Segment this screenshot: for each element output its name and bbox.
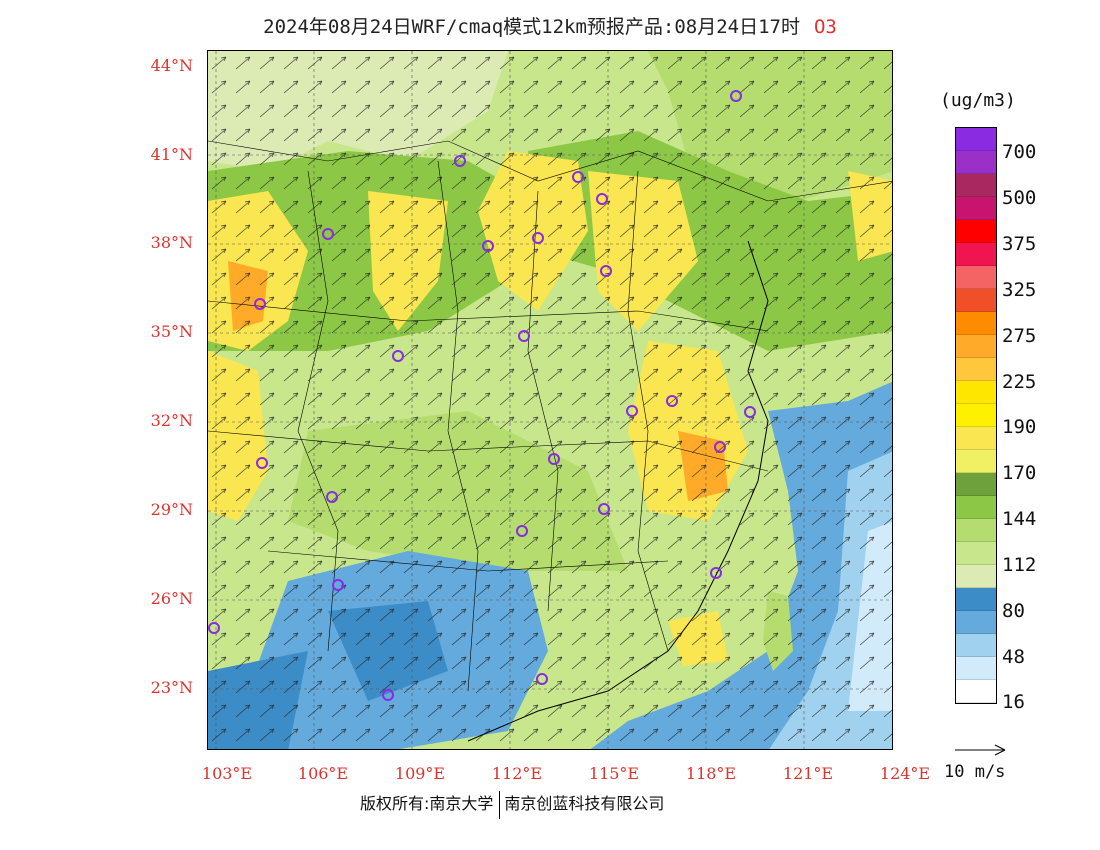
city-marker xyxy=(598,503,610,515)
lon-label-106: 106°E xyxy=(297,764,349,783)
colorbar-swatch xyxy=(956,266,996,289)
city-marker xyxy=(454,155,466,167)
colorbar-swatch xyxy=(956,335,996,358)
copyright-left: 版权所有:南京大学 xyxy=(360,794,494,813)
colorbar-swatch xyxy=(956,220,996,243)
map-title: 2024年08月24日WRF/cmaq模式12km预报产品:08月24日17时 O… xyxy=(0,12,1100,39)
colorbar-label: 275 xyxy=(1002,325,1037,347)
colorbar-label: 16 xyxy=(1002,691,1025,713)
colorbar-swatch xyxy=(956,128,996,151)
city-marker xyxy=(532,232,544,244)
map-canvas xyxy=(208,51,892,749)
colorbar-label: 225 xyxy=(1002,371,1037,393)
lon-label-118: 118°E xyxy=(685,764,737,783)
colorbar-label: 190 xyxy=(1002,416,1037,438)
city-marker xyxy=(332,579,344,591)
lon-label-109: 109°E xyxy=(394,764,446,783)
colorbar-swatch xyxy=(956,542,996,565)
city-marker xyxy=(730,90,742,102)
colorbar-swatch xyxy=(956,565,996,588)
colorbar-label: 80 xyxy=(1002,600,1025,622)
colorbar-label: 325 xyxy=(1002,279,1037,301)
copyright-right: 南京创蓝科技有限公司 xyxy=(504,794,665,813)
lon-label-112: 112°E xyxy=(491,764,543,783)
lat-label-23: 23°N xyxy=(150,678,193,697)
city-marker xyxy=(666,395,678,407)
lon-label-124: 124°E xyxy=(879,764,931,783)
city-marker xyxy=(208,622,220,634)
colorbar-swatch xyxy=(956,427,996,450)
colorbar-label: 144 xyxy=(1002,508,1037,530)
colorbar-swatch xyxy=(956,473,996,496)
city-marker xyxy=(256,457,268,469)
colorbar-swatch xyxy=(956,197,996,220)
colorbar-swatch xyxy=(956,312,996,335)
colorbar-swatch xyxy=(956,381,996,404)
title-text: 2024年08月24日WRF/cmaq模式12km预报产品:08月24日17时 xyxy=(263,16,800,38)
colorbar-label: 500 xyxy=(1002,187,1037,209)
colorbar-label: 48 xyxy=(1002,646,1025,668)
colorbar-swatch xyxy=(956,634,996,657)
reference-vector-icon xyxy=(955,744,1006,756)
copyright-divider xyxy=(499,790,501,819)
colorbar-swatch xyxy=(956,680,996,703)
city-marker xyxy=(482,240,494,252)
colorbar-swatch xyxy=(956,151,996,174)
reference-vector-label: 10 m/s xyxy=(944,762,1006,782)
colorbar-swatch xyxy=(956,657,996,680)
city-marker xyxy=(382,689,394,701)
lat-label-44: 44°N xyxy=(150,56,193,75)
city-marker xyxy=(710,567,722,579)
lat-label-38: 38°N xyxy=(150,233,193,252)
units-label: (ug/m3) xyxy=(940,90,1016,111)
colorbar-label: 375 xyxy=(1002,233,1037,255)
species-label: O3 xyxy=(813,16,837,38)
lon-label-121: 121°E xyxy=(782,764,834,783)
city-marker xyxy=(596,193,608,205)
lat-label-26: 26°N xyxy=(150,589,193,608)
colorbar-swatch xyxy=(956,243,996,266)
city-marker xyxy=(516,525,528,537)
city-marker xyxy=(322,228,334,240)
lon-label-115: 115°E xyxy=(588,764,640,783)
copyright: 版权所有:南京大学 南京创蓝科技有限公司 xyxy=(360,790,664,819)
city-marker xyxy=(518,330,530,342)
city-marker xyxy=(744,406,756,418)
colorbar-swatch xyxy=(956,496,996,519)
forecast-map xyxy=(207,50,893,750)
lat-label-32: 32°N xyxy=(150,411,193,430)
city-marker xyxy=(254,298,266,310)
colorbar-swatch xyxy=(956,611,996,634)
city-marker xyxy=(572,171,584,183)
colorbar-swatch xyxy=(956,588,996,611)
colorbar-label: 700 xyxy=(1002,141,1037,163)
colorbar-swatch xyxy=(956,174,996,197)
city-marker xyxy=(600,265,612,277)
colorbar-label: 112 xyxy=(1002,554,1037,576)
colorbar-swatch xyxy=(956,358,996,381)
wind-vector-field xyxy=(208,51,892,749)
city-marker xyxy=(548,453,560,465)
lat-label-35: 35°N xyxy=(150,322,193,341)
city-marker xyxy=(392,350,404,362)
lon-label-103: 103°E xyxy=(201,764,253,783)
city-markers xyxy=(208,90,756,701)
colorbar-label: 170 xyxy=(1002,462,1037,484)
colorbar xyxy=(955,127,997,704)
city-marker xyxy=(714,441,726,453)
colorbar-swatch xyxy=(956,289,996,312)
colorbar-swatch xyxy=(956,450,996,473)
lat-label-41: 41°N xyxy=(150,145,193,164)
colorbar-swatch xyxy=(956,519,996,542)
city-marker xyxy=(626,405,638,417)
colorbar-swatch xyxy=(956,404,996,427)
lat-label-29: 29°N xyxy=(150,500,193,519)
city-marker xyxy=(326,491,338,503)
city-marker xyxy=(536,673,548,685)
